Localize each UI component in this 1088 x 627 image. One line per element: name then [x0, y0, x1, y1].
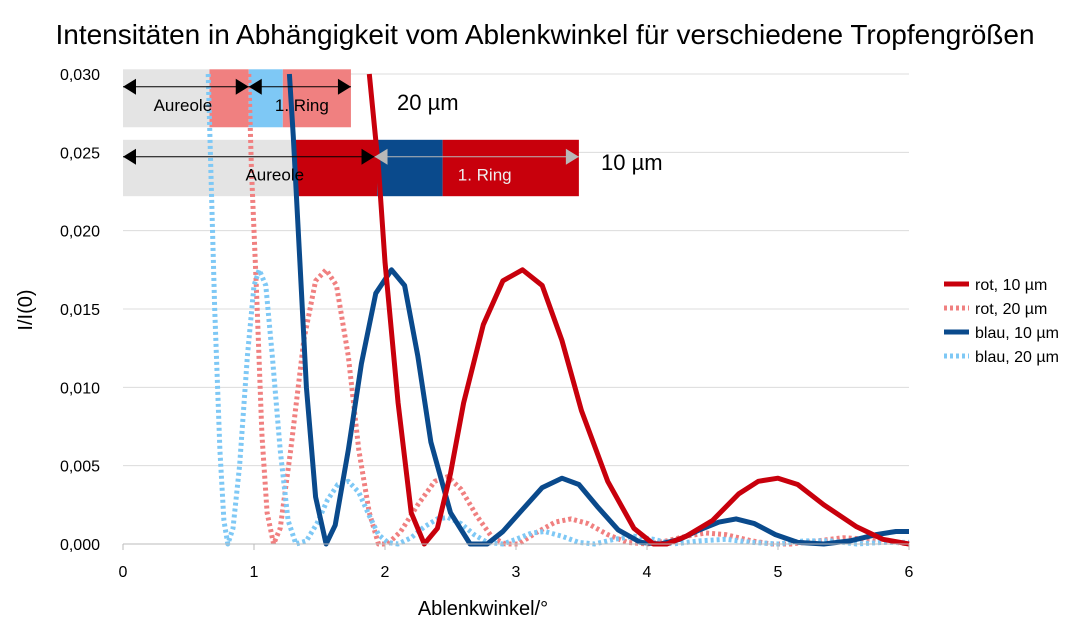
band-10-ring-segment [377, 139, 443, 197]
chart-title: Intensitäten in Abhängigkeit vom Ablenkw… [55, 19, 1034, 50]
x-tick-label: 3 [512, 564, 521, 581]
band-10-ring-arrow-head-left [374, 148, 388, 165]
series-line [205, 73, 909, 547]
y-tick-label: 0,000 [60, 537, 100, 554]
x-tick-label: 5 [774, 564, 783, 581]
series-line [366, 73, 910, 547]
band-20-aureole-label: Aureole [154, 96, 213, 115]
y-tick-label: 0,015 [60, 302, 100, 319]
y-tick-label: 0,010 [60, 380, 100, 397]
band-10-ring-segment [295, 139, 378, 197]
x-tick-label: 4 [643, 564, 652, 581]
band-20-ring-arrow-head-right [337, 78, 351, 95]
legend-entry: blau, 10 µm [975, 325, 1059, 342]
y-axis-label: I/I(0) [15, 289, 37, 330]
band-20-ring-segment [248, 69, 283, 128]
x-tick-label: 1 [250, 564, 259, 581]
band-20-ring-segment [209, 69, 249, 128]
band-10-aureole-label: Aureole [245, 165, 304, 184]
x-axis-label: Ablenkwinkel/° [418, 598, 548, 620]
band-10-aureole-arrow-head-right [361, 148, 375, 165]
legend: rot, 10 µm rot, 20 µm blau, 10 µm blau, 20 … [944, 277, 1059, 366]
band-10-ring-segment [442, 139, 579, 197]
y-tick-label: 0,025 [60, 145, 100, 162]
band-20-aureole-band [123, 69, 210, 128]
grid [123, 73, 909, 467]
annotation-labels: Aureole 1. Ring 20 µm Aureole 1. Ring 10 µm [123, 78, 663, 184]
legend-entry: rot, 10 µm [975, 277, 1047, 294]
series-lines [205, 73, 910, 547]
band-20-size-label: 20 µm [397, 90, 459, 115]
legend-entry: rot, 20 µm [975, 301, 1047, 318]
band-10-ring-arrow-head-right [565, 148, 579, 165]
band-20-aureole-arrow-head-left [123, 78, 136, 95]
band-20-ring-label: 1. Ring [275, 96, 329, 115]
series-line [246, 73, 910, 547]
y-tick-label: 0,030 [60, 67, 100, 84]
x-tick-label: 6 [905, 564, 914, 581]
band-10-aureole-band [123, 139, 296, 197]
annotation-bands [123, 69, 579, 197]
band-20-aureole-arrow-head-right [235, 78, 249, 95]
axes: 0,000 0,005 0,010 0,015 0,020 0,025 0,030 0 1 2 3 4… [60, 67, 914, 581]
band-20-ring-arrow-head-left [248, 78, 262, 95]
series-line [286, 73, 909, 547]
y-tick-label: 0,005 [60, 459, 100, 476]
band-10-size-label: 10 µm [601, 150, 663, 175]
band-10-aureole-arrow-head-left [123, 148, 136, 165]
band-10-ring-label: 1. Ring [458, 165, 512, 184]
y-tick-label: 0,020 [60, 224, 100, 241]
legend-entry: blau, 20 µm [975, 349, 1059, 366]
x-tick-label: 0 [119, 564, 128, 581]
x-tick-label: 2 [381, 564, 390, 581]
